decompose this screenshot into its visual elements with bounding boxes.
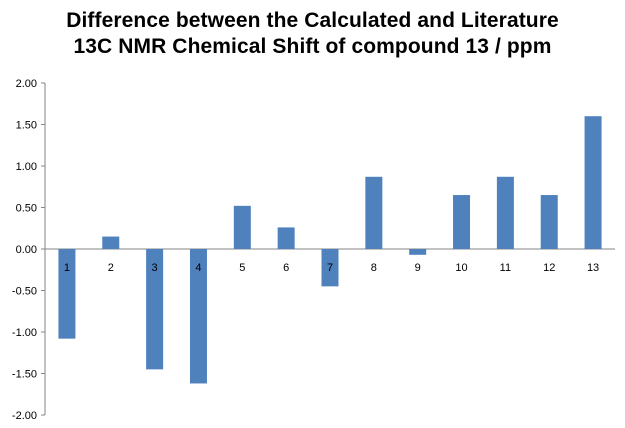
- y-tick-label: 0.50: [16, 203, 37, 215]
- x-category-label: 12: [543, 262, 555, 274]
- bar-12: [540, 195, 558, 249]
- y-tick-label: 2.00: [16, 78, 37, 90]
- bar-5: [233, 205, 251, 249]
- bar-8: [365, 176, 383, 249]
- x-category-label: 13: [587, 262, 599, 274]
- y-tick-label: -1.00: [12, 327, 37, 339]
- bar-13: [584, 116, 602, 249]
- y-tick-label: -1.50: [12, 369, 37, 381]
- x-category-label: 6: [283, 262, 289, 274]
- y-tick-label: -0.50: [12, 286, 37, 298]
- x-category-label: 4: [195, 262, 201, 274]
- bar-9: [409, 249, 427, 255]
- labels-layer: 2.00 1.50 1.00 0.50 0.00 -0.50 -1.00 -1.50 -2.00…: [12, 78, 599, 422]
- x-category-label: 10: [455, 262, 467, 274]
- bar-4: [189, 249, 207, 384]
- x-category-label: 7: [327, 262, 333, 274]
- chart-title-line-2: 13C NMR Chemical Shift of compound 13 / …: [73, 35, 552, 58]
- bar-6: [277, 227, 295, 249]
- x-category-label: 1: [64, 262, 70, 274]
- chart-title-line-1: Difference between the Calculated and Li…: [66, 9, 559, 32]
- bar-3: [146, 249, 164, 370]
- bar-7: [321, 249, 339, 287]
- x-category-label: 9: [415, 262, 421, 274]
- bar-1: [58, 249, 76, 339]
- y-tick-label: 1.00: [16, 161, 37, 173]
- y-tick-label: -2.00: [12, 410, 37, 422]
- x-category-label: 3: [152, 262, 158, 274]
- chart-title: Difference between the Calculated and Li…: [0, 8, 625, 60]
- x-category-label: 2: [108, 262, 114, 274]
- x-category-label: 11: [500, 262, 511, 274]
- y-tick-label: 0.00: [16, 244, 37, 256]
- bar-10: [453, 195, 471, 249]
- bar-11: [496, 176, 514, 249]
- y-tick-label: 1.50: [16, 120, 37, 132]
- bar-2: [102, 236, 120, 249]
- x-category-label: 5: [239, 262, 245, 274]
- bars-layer: [58, 116, 602, 384]
- x-category-label: 8: [371, 262, 377, 274]
